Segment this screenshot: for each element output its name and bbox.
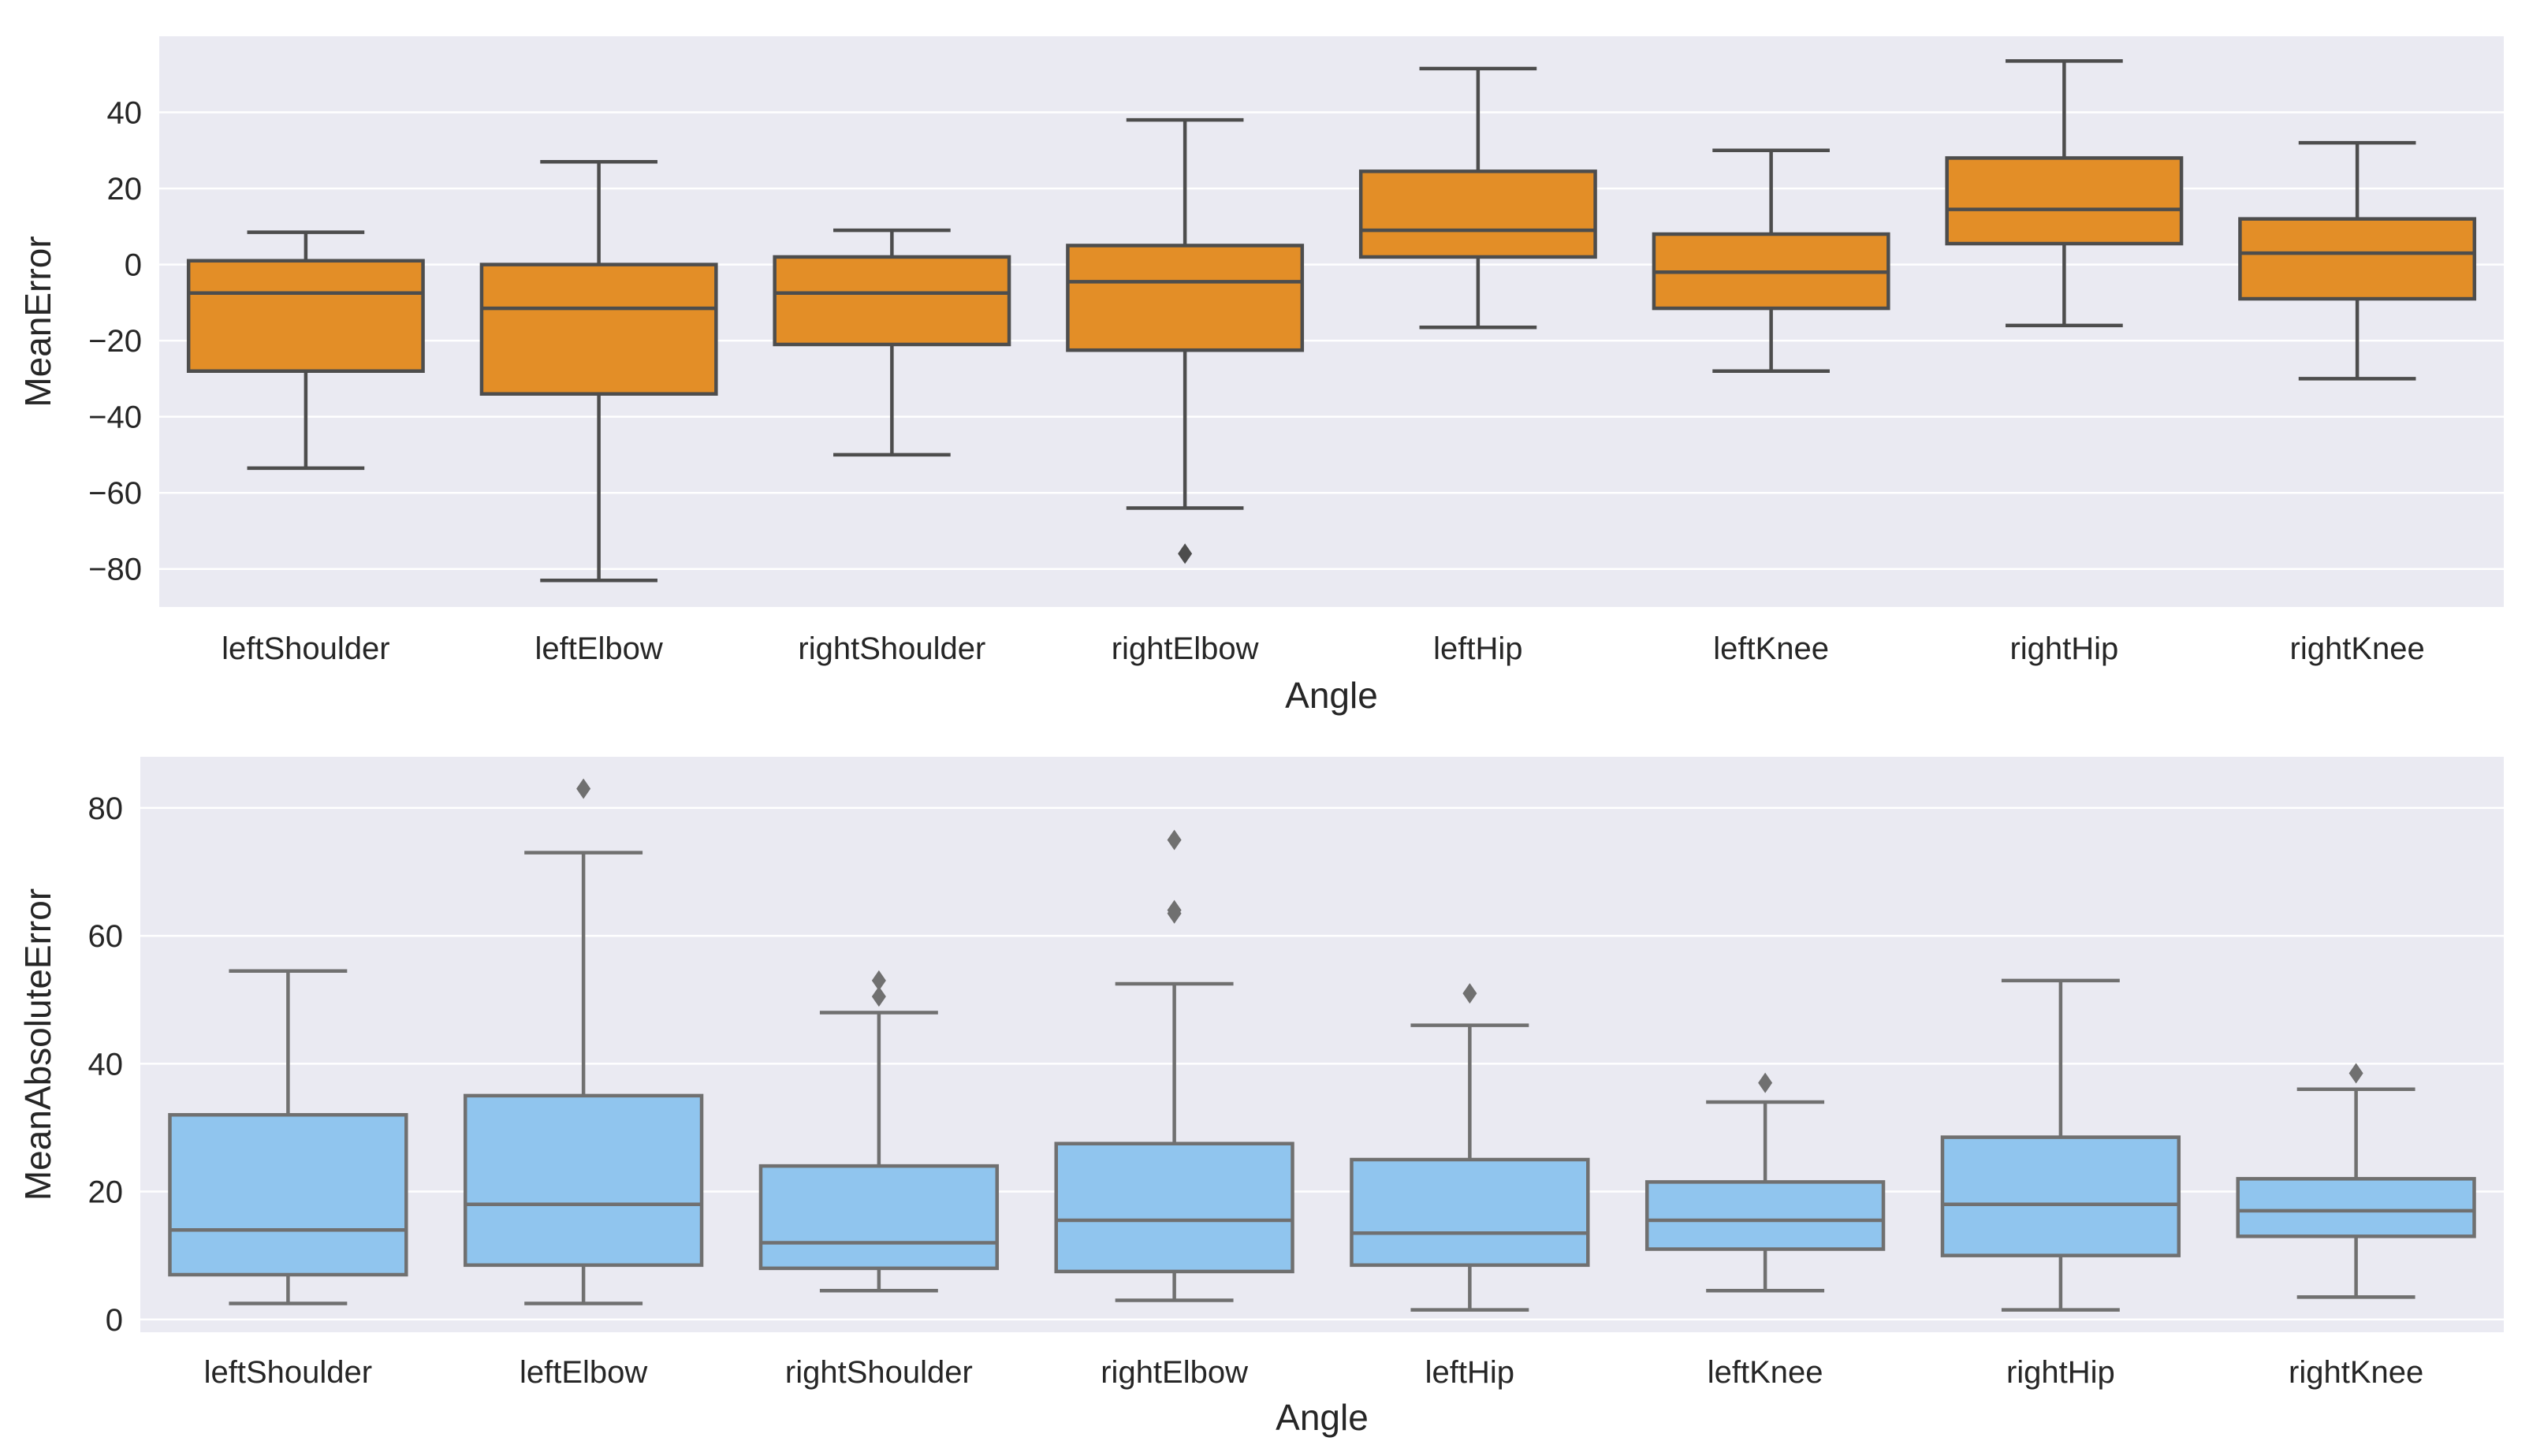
x-tick-label: leftKnee: [1713, 631, 1829, 666]
iqr-box: [1940, 1135, 2181, 1257]
y-tick-label: −60: [88, 476, 142, 511]
outlier-point: [1178, 543, 1193, 564]
boxes-mean-absolute-error: [168, 778, 2476, 1312]
x-axis-title-mean-absolute-error: Angle: [1276, 1397, 1369, 1438]
iqr-box: [168, 1112, 408, 1277]
outlier-point: [871, 986, 886, 1007]
x-tick-label: rightKnee: [2290, 631, 2425, 666]
x-axis-title-mean-error: Angle: [1285, 675, 1378, 716]
iqr-box: [479, 263, 718, 396]
iqr-box: [186, 259, 425, 373]
x-tick-label: leftKnee: [1708, 1355, 1823, 1390]
y-axis-title-mean-error: MeanError: [17, 236, 58, 407]
y-tick-label: 80: [88, 791, 124, 826]
box-right-knee: [2238, 140, 2477, 381]
outlier-point: [871, 970, 886, 991]
y-tick-label: −40: [88, 400, 142, 435]
iqr-box: [1066, 244, 1305, 352]
x-tick-label: leftShoulder: [204, 1355, 372, 1390]
iqr-box: [1644, 1180, 1886, 1251]
x-tick-label: leftHip: [1433, 631, 1522, 666]
iqr-box: [1945, 156, 2184, 246]
box-left-hip: [1350, 983, 1590, 1312]
box-left-knee: [1652, 148, 1890, 373]
box-right-knee: [2236, 1063, 2476, 1299]
box-left-shoulder: [168, 969, 408, 1305]
x-tick-label: rightShoulder: [785, 1355, 973, 1390]
x-tick-label: rightKnee: [2289, 1355, 2423, 1390]
iqr-box: [1054, 1141, 1294, 1274]
iqr-box: [2238, 217, 2477, 301]
iqr-box: [2236, 1177, 2476, 1238]
boxes-mean-error: [186, 59, 2477, 583]
x-tick-label: rightHip: [2009, 631, 2118, 666]
outlier-point: [2348, 1063, 2363, 1084]
iqr-box: [773, 255, 1011, 347]
x-tick-label: leftElbow: [520, 1355, 647, 1390]
box-right-shoulder: [758, 970, 1000, 1293]
y-tick-label: 40: [88, 1047, 124, 1082]
outlier-point: [576, 778, 591, 799]
x-tick-labels-mean-absolute-error: leftShoulder leftElbow rightShoulder rightE…: [204, 1355, 2424, 1390]
y-tick-label: −80: [88, 553, 142, 587]
outlier-point: [1462, 983, 1477, 1004]
box-right-shoulder: [773, 228, 1011, 457]
x-tick-label: rightHip: [2006, 1355, 2115, 1390]
y-tick-labels-mean-error: −80 −60 −40 −20 0 20 40: [88, 96, 142, 587]
x-tick-label: rightElbow: [1101, 1355, 1248, 1390]
box-left-elbow: [463, 778, 704, 1305]
y-axis-title-mean-absolute-error: MeanAbsoluteError: [17, 888, 58, 1201]
x-tick-label: rightShoulder: [798, 631, 985, 666]
iqr-box: [1350, 1157, 1590, 1268]
box-left-hip: [1358, 66, 1597, 330]
box-left-elbow: [479, 160, 718, 583]
x-tick-label: leftShoulder: [222, 631, 389, 666]
iqr-box: [1358, 169, 1597, 259]
panel-mean-error: −80 −60 −40 −20 0 20 40 leftShoulder leftElbow r…: [17, 36, 2504, 716]
box-right-hip: [1940, 978, 2181, 1312]
outlier-point: [1167, 899, 1182, 921]
y-tick-label: 40: [107, 96, 143, 131]
x-tick-label: rightElbow: [1112, 631, 1259, 666]
box-right-hip: [1945, 59, 2184, 328]
y-tick-label: 60: [88, 919, 124, 954]
y-tick-labels-mean-absolute-error: 0 20 40 60 80: [88, 791, 124, 1338]
y-tick-label: 20: [107, 172, 143, 207]
box-right-elbow: [1066, 117, 1305, 564]
y-tick-label: 0: [106, 1303, 123, 1338]
x-tick-labels-mean-error: leftShoulder leftElbow rightShoulder rightE…: [222, 631, 2425, 666]
y-tick-label: 0: [125, 248, 142, 283]
iqr-box: [463, 1093, 704, 1268]
y-tick-label: −20: [88, 324, 142, 359]
x-tick-label: leftHip: [1425, 1355, 1514, 1390]
x-tick-label: leftElbow: [534, 631, 662, 666]
box-left-knee: [1644, 1072, 1886, 1293]
outlier-point: [1758, 1072, 1773, 1093]
box-right-elbow: [1054, 829, 1294, 1302]
box-left-shoulder: [186, 230, 425, 471]
iqr-box: [758, 1164, 1000, 1271]
panel-mean-absolute-error: 0 20 40 60 80 leftShoulder leftElbow rightShou…: [17, 757, 2504, 1438]
y-tick-label: 20: [88, 1175, 124, 1210]
outlier-point: [1167, 829, 1182, 851]
